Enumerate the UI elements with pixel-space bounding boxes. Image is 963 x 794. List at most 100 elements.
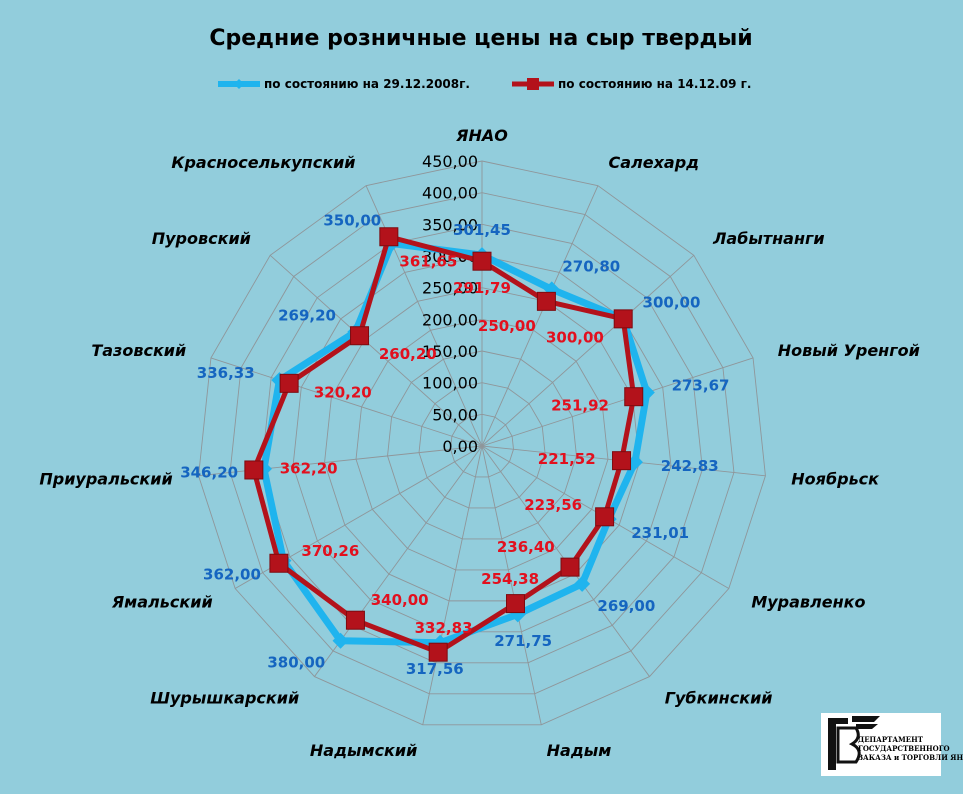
department-logo: ДЕПАРТАМЕНТ ГОСУДАРСТВЕННОГО ЗАКАЗА и ТО… (821, 713, 963, 776)
legend-marker (234, 79, 244, 89)
category-label: Надым (547, 741, 612, 760)
logo-emblem-icon (828, 716, 880, 770)
series-point (350, 326, 370, 346)
tick-label: 0,00 (442, 437, 478, 456)
legend-label: по состоянию на 14.12.09 г. (558, 77, 751, 91)
grid-spoke (422, 445, 483, 725)
series-point (279, 373, 299, 393)
data-label: 346,20 (180, 464, 238, 482)
grid-spoke (481, 445, 542, 725)
grid-ring (418, 382, 546, 509)
series-point (505, 594, 525, 614)
data-label: 236,40 (497, 538, 555, 556)
category-label: Надымский (310, 741, 417, 760)
data-label: 362,00 (203, 566, 261, 584)
legend-marker (527, 78, 539, 90)
data-label: 260,20 (379, 345, 437, 363)
category-label: Ямальский (111, 593, 213, 612)
data-label: 250,00 (478, 317, 536, 335)
category-label: Лабытнанги (712, 229, 824, 248)
grid-spoke (210, 357, 483, 447)
logo-line-3: ЗАКАЗА и ТОРГОВЛИ ЯНАО (858, 753, 963, 762)
data-label: 300,00 (643, 293, 701, 311)
category-label: Муравленко (751, 593, 865, 612)
category-label: ЯНАО (455, 126, 508, 145)
tick-label: 100,00 (422, 374, 478, 393)
grid-ring (198, 160, 766, 726)
logo-line-1: ДЕПАРТАМЕНТ (858, 735, 924, 744)
grid-spoke (481, 254, 695, 447)
series-point (345, 610, 365, 630)
grid-ring (324, 287, 640, 602)
category-label: Новый Уренгой (778, 341, 920, 360)
tick-label: 200,00 (422, 310, 478, 329)
data-label: 270,80 (562, 258, 620, 276)
category-label: Тазовский (91, 341, 186, 360)
data-label: 301,45 (453, 221, 511, 239)
data-label: 231,01 (631, 524, 689, 542)
data-label: 350,00 (323, 212, 381, 230)
data-label: 242,83 (661, 457, 719, 475)
series-layer (244, 227, 655, 662)
series-point (332, 632, 349, 649)
series-point (428, 642, 448, 662)
grid-ring (387, 350, 577, 540)
data-label: 370,26 (301, 542, 359, 560)
legend-label: по состоянию на 29.12.2008г. (264, 77, 470, 91)
data-label: 300,00 (546, 328, 604, 346)
data-label: 340,00 (371, 591, 429, 609)
category-label: Красноселькупский (171, 153, 355, 172)
grid-spoke (269, 254, 483, 447)
category-label: Губкинский (665, 689, 773, 708)
category-label: Приуральский (39, 470, 172, 489)
series-point (244, 460, 264, 480)
label-layer: 301,45 270,80 300,00 273,67 242,83 231,01 269,… (180, 212, 729, 678)
data-label: 254,38 (481, 570, 539, 588)
category-label: Ноябрьск (791, 470, 880, 489)
grid-ring (229, 192, 735, 695)
grid-spoke (481, 357, 754, 447)
data-label: 271,75 (494, 632, 552, 650)
series-line (251, 234, 637, 655)
data-label: 269,20 (278, 307, 336, 325)
grid-spoke (481, 185, 599, 447)
series-point (536, 291, 556, 311)
tick-label: 450,00 (422, 152, 478, 171)
legend: по состоянию на 29.12.2008г. по состоянию… (218, 77, 751, 91)
grid-ring (355, 318, 609, 571)
data-label: 221,52 (538, 450, 596, 468)
data-label: 251,92 (551, 397, 609, 415)
data-label: 361,65 (399, 253, 457, 271)
chart-title: Средние розничные цены на сыр твердый (209, 26, 752, 51)
tick-label: 400,00 (422, 184, 478, 203)
data-label: 273,67 (672, 376, 730, 394)
data-label: 223,56 (524, 496, 582, 514)
data-label: 320,20 (314, 383, 372, 401)
series-point (612, 451, 632, 471)
data-label: 317,56 (406, 660, 464, 678)
tick-label: 250,00 (422, 279, 478, 298)
data-label: 269,00 (597, 597, 655, 615)
tick-label: 50,00 (432, 405, 478, 424)
grid-ring (450, 413, 514, 478)
series-point (379, 227, 399, 247)
category-label: Салехард (608, 153, 699, 172)
series-point (595, 507, 615, 527)
data-label: 362,20 (280, 459, 338, 477)
series-point (269, 553, 289, 573)
grid-spoke (198, 445, 483, 477)
logo-line-2: ГОСУДАРСТВЕННОГО (858, 744, 950, 753)
series-point (560, 557, 580, 577)
tick-label: 150,00 (422, 342, 478, 361)
series-point (613, 309, 633, 329)
series-point (624, 387, 644, 407)
category-label: Пуровский (152, 229, 251, 248)
series-point (574, 575, 591, 592)
series-point (472, 251, 492, 271)
grid-ring (261, 223, 703, 664)
data-label: 332,83 (415, 619, 473, 637)
data-label: 291,79 (453, 279, 511, 297)
data-label: 380,00 (267, 654, 325, 672)
